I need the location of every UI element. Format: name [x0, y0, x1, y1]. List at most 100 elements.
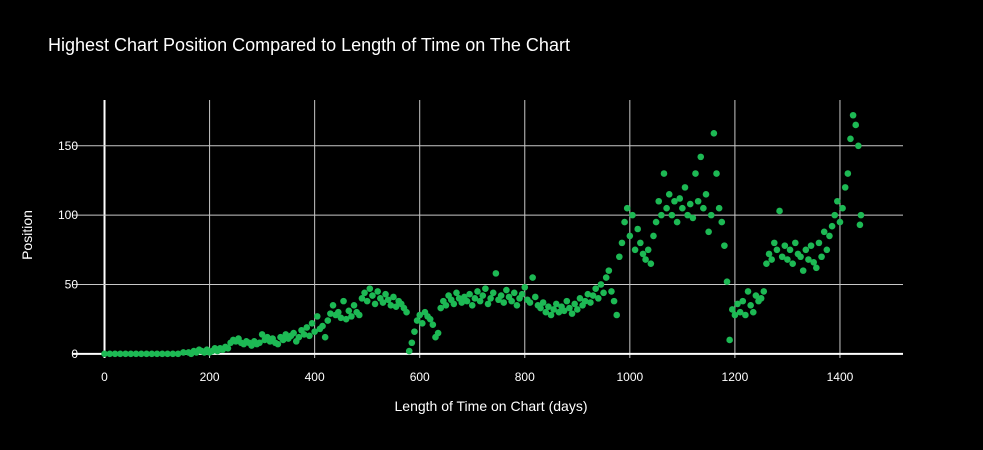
data-point [224, 344, 232, 352]
data-point [379, 299, 387, 306]
data-point [742, 311, 749, 319]
data-point [487, 295, 494, 302]
data-point [547, 311, 555, 319]
data-point [705, 228, 712, 236]
data-point [595, 295, 602, 302]
data-point [411, 328, 418, 335]
data-point [849, 111, 857, 119]
data-point [813, 264, 820, 272]
data-point [773, 246, 781, 254]
data-point [718, 218, 726, 226]
data-point [479, 292, 487, 299]
data-point [552, 300, 560, 308]
data-point [153, 350, 161, 358]
data-point [757, 295, 765, 302]
x-tick-label: 400 [305, 370, 325, 384]
data-point [350, 301, 358, 309]
data-point [355, 311, 363, 319]
data-point [303, 324, 311, 331]
data-points [101, 111, 865, 358]
data-point [676, 195, 684, 202]
x-axis-title: Length of Time on Chart (days) [395, 398, 588, 414]
data-point [529, 274, 536, 281]
data-point [308, 320, 316, 327]
data-point [563, 297, 571, 305]
data-point [327, 310, 334, 317]
data-point [374, 288, 381, 295]
data-point [660, 170, 668, 177]
data-point [749, 308, 757, 316]
data-point [702, 191, 710, 198]
data-point [164, 350, 171, 358]
x-tick-label: 200 [200, 370, 220, 384]
data-point [650, 232, 657, 240]
data-point [728, 306, 736, 313]
data-point [789, 260, 796, 267]
data-point [770, 239, 778, 247]
data-point [159, 350, 166, 358]
data-point [290, 329, 297, 337]
x-tick-label: 1000 [616, 370, 643, 384]
data-point [513, 301, 521, 309]
data-point [148, 350, 156, 358]
data-point [797, 253, 804, 261]
data-point [450, 300, 458, 308]
data-point [715, 204, 723, 212]
data-point [778, 253, 786, 261]
data-point [321, 333, 329, 341]
data-point [639, 250, 647, 258]
data-point [608, 288, 615, 295]
data-point [807, 242, 815, 249]
data-point [726, 336, 733, 344]
data-point [618, 239, 626, 247]
data-point [122, 350, 129, 358]
x-tick-label: 1200 [722, 370, 749, 384]
data-point [828, 222, 836, 230]
data-point [805, 256, 812, 263]
data-point [387, 301, 395, 309]
data-point [337, 314, 345, 322]
data-point [416, 311, 424, 319]
data-point [279, 336, 287, 344]
data-point [482, 285, 489, 292]
data-point [692, 170, 699, 177]
data-point [792, 239, 799, 247]
data-point [403, 308, 410, 316]
data-point [581, 297, 589, 305]
data-point [510, 289, 518, 297]
data-point [592, 285, 599, 292]
data-point [844, 170, 852, 177]
data-point [655, 197, 663, 205]
data-point [589, 292, 597, 299]
data-point [584, 290, 592, 298]
data-point [369, 292, 376, 299]
data-point [700, 204, 707, 212]
data-point [313, 313, 321, 320]
data-point [647, 260, 655, 267]
data-point [319, 322, 326, 330]
data-point [542, 308, 550, 316]
data-point [768, 256, 775, 263]
data-point [132, 350, 140, 358]
data-point [358, 295, 366, 302]
data-point [721, 242, 728, 249]
data-point [600, 289, 607, 297]
data-point [180, 349, 187, 356]
data-point [786, 246, 794, 254]
data-point [686, 200, 694, 208]
data-point [784, 256, 791, 263]
data-point [484, 300, 492, 308]
data-point [576, 295, 584, 302]
data-point [665, 191, 673, 198]
data-point [419, 320, 426, 327]
data-point [489, 289, 497, 297]
data-point [518, 290, 526, 298]
data-point [555, 308, 563, 316]
data-point [810, 258, 817, 266]
data-point [799, 267, 807, 274]
data-point [781, 242, 789, 249]
data-point [765, 250, 773, 258]
data-point [658, 211, 665, 219]
